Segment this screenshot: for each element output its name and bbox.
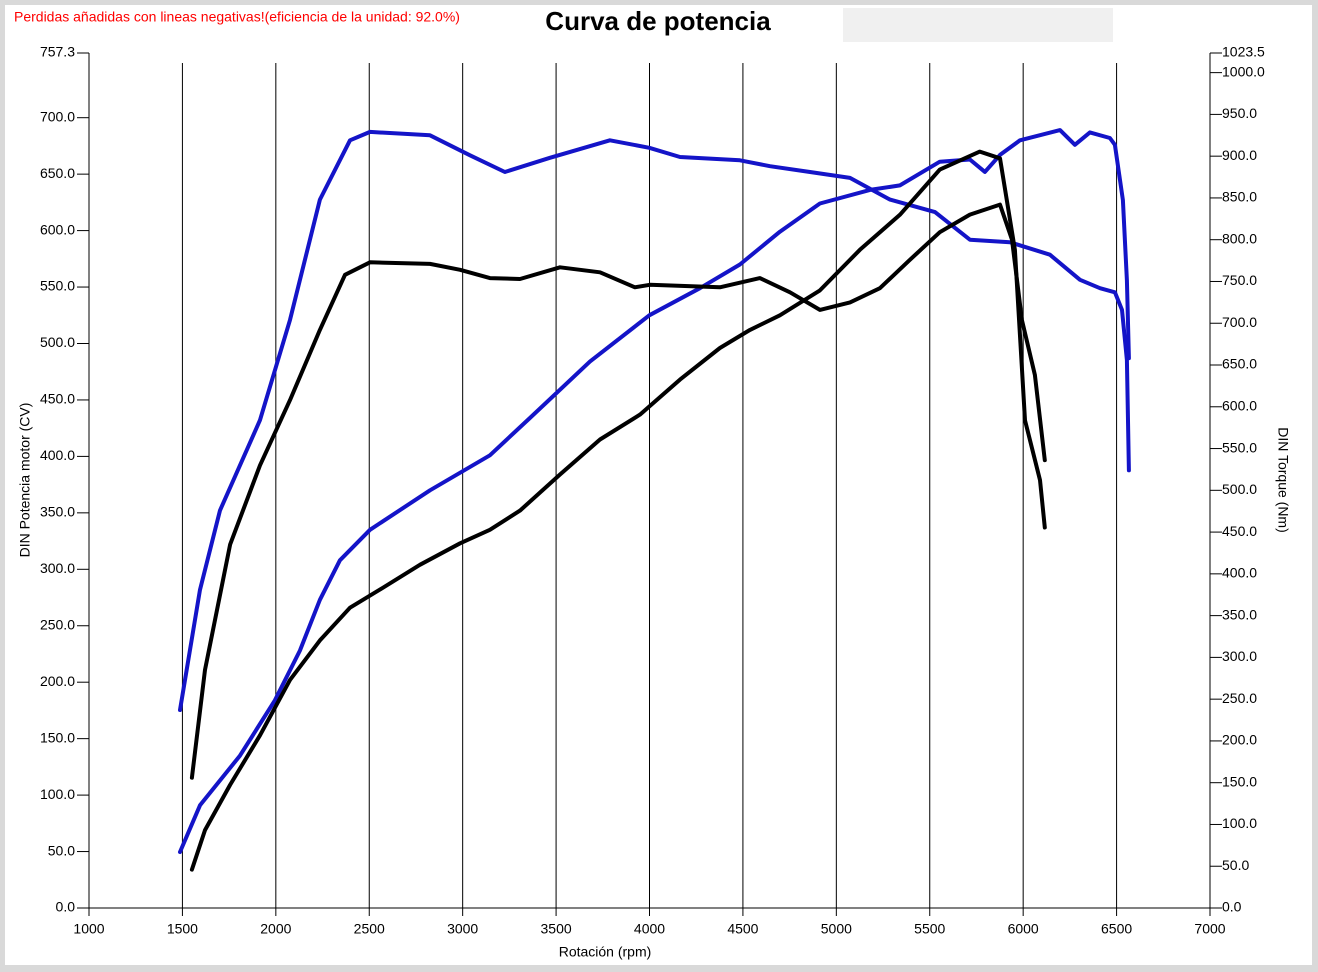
y-tick-label: 600.0 (40, 221, 75, 237)
x-tick-label: 5500 (914, 921, 945, 937)
line-series (178, 129, 1131, 712)
x-tick-label: 2000 (260, 921, 291, 937)
y-tick-label: 0.0 (56, 899, 76, 915)
annotation: Perdidas añadidas con lineas negativas!(… (14, 9, 460, 25)
y-tick-label: 450.0 (40, 391, 75, 407)
x-tick-label: 4000 (634, 921, 665, 937)
y-tick-label: 650.0 (40, 165, 75, 181)
y2-axis-label: DIN Torque (Nm) (1275, 427, 1291, 533)
x-tick-label: 3000 (447, 921, 478, 937)
line-series (189, 149, 1047, 872)
y2-tick-label: 850.0 (1222, 189, 1257, 205)
y-tick-label: 300.0 (40, 560, 75, 576)
y-tick-label: 150.0 (40, 729, 75, 745)
y2-tick-label: 0.0 (1222, 899, 1242, 915)
y2-tick-label: 500.0 (1222, 481, 1257, 497)
chart-background (5, 5, 1312, 965)
y2-tick-label: 950.0 (1222, 105, 1257, 121)
y-tick-label: 400.0 (40, 447, 75, 463)
y2-tick-label: 1000.0 (1222, 63, 1265, 79)
x-tick-label: 4500 (727, 921, 758, 937)
x-tick-label: 7000 (1194, 921, 1225, 937)
y2-tick-label: 350.0 (1222, 606, 1257, 622)
y-tick-label: 350.0 (40, 504, 75, 520)
x-tick-label: 6500 (1101, 921, 1132, 937)
y2-tick-label: 250.0 (1222, 690, 1257, 706)
y-tick-label: 250.0 (40, 616, 75, 632)
y-tick-label: 550.0 (40, 278, 75, 294)
y-tick-label: 100.0 (40, 786, 75, 802)
y-tick-label: 700.0 (40, 108, 75, 124)
x-tick-label: 1000 (73, 921, 104, 937)
y2-tick-label: 300.0 (1222, 648, 1257, 664)
y-tick-label: 500.0 (40, 334, 75, 350)
y2-tick-label: 900.0 (1222, 147, 1257, 163)
y2-tick-label: 550.0 (1222, 439, 1257, 455)
y2-tick-label: 200.0 (1222, 732, 1257, 748)
y2-tick-label: 700.0 (1222, 314, 1257, 330)
y2-tick-label: 1023.5 (1222, 44, 1265, 60)
chart-title: Curva de potencia (545, 6, 771, 36)
line-series (178, 128, 1131, 854)
line-series (189, 202, 1047, 780)
y-axis-label: DIN Potencia motor (CV) (17, 403, 33, 558)
y2-tick-label: 600.0 (1222, 397, 1257, 413)
x-tick-label: 5000 (821, 921, 852, 937)
y2-tick-label: 100.0 (1222, 815, 1257, 831)
y-tick-label: 50.0 (48, 842, 75, 858)
header-box (843, 8, 1113, 42)
y2-tick-label: 50.0 (1222, 857, 1249, 873)
y2-tick-label: 400.0 (1222, 565, 1257, 581)
y2-tick-label: 750.0 (1222, 272, 1257, 288)
x-axis-label: Rotación (rpm) (559, 944, 652, 960)
y-tick-label: 757.3 (40, 44, 75, 60)
y2-tick-label: 150.0 (1222, 773, 1257, 789)
x-tick-label: 1500 (167, 921, 198, 937)
y2-tick-label: 450.0 (1222, 523, 1257, 539)
x-tick-label: 3500 (541, 921, 572, 937)
y-tick-label: 200.0 (40, 673, 75, 689)
y2-tick-label: 800.0 (1222, 230, 1257, 246)
x-tick-label: 2500 (354, 921, 385, 937)
y2-tick-label: 650.0 (1222, 356, 1257, 372)
x-tick-label: 6000 (1008, 921, 1039, 937)
